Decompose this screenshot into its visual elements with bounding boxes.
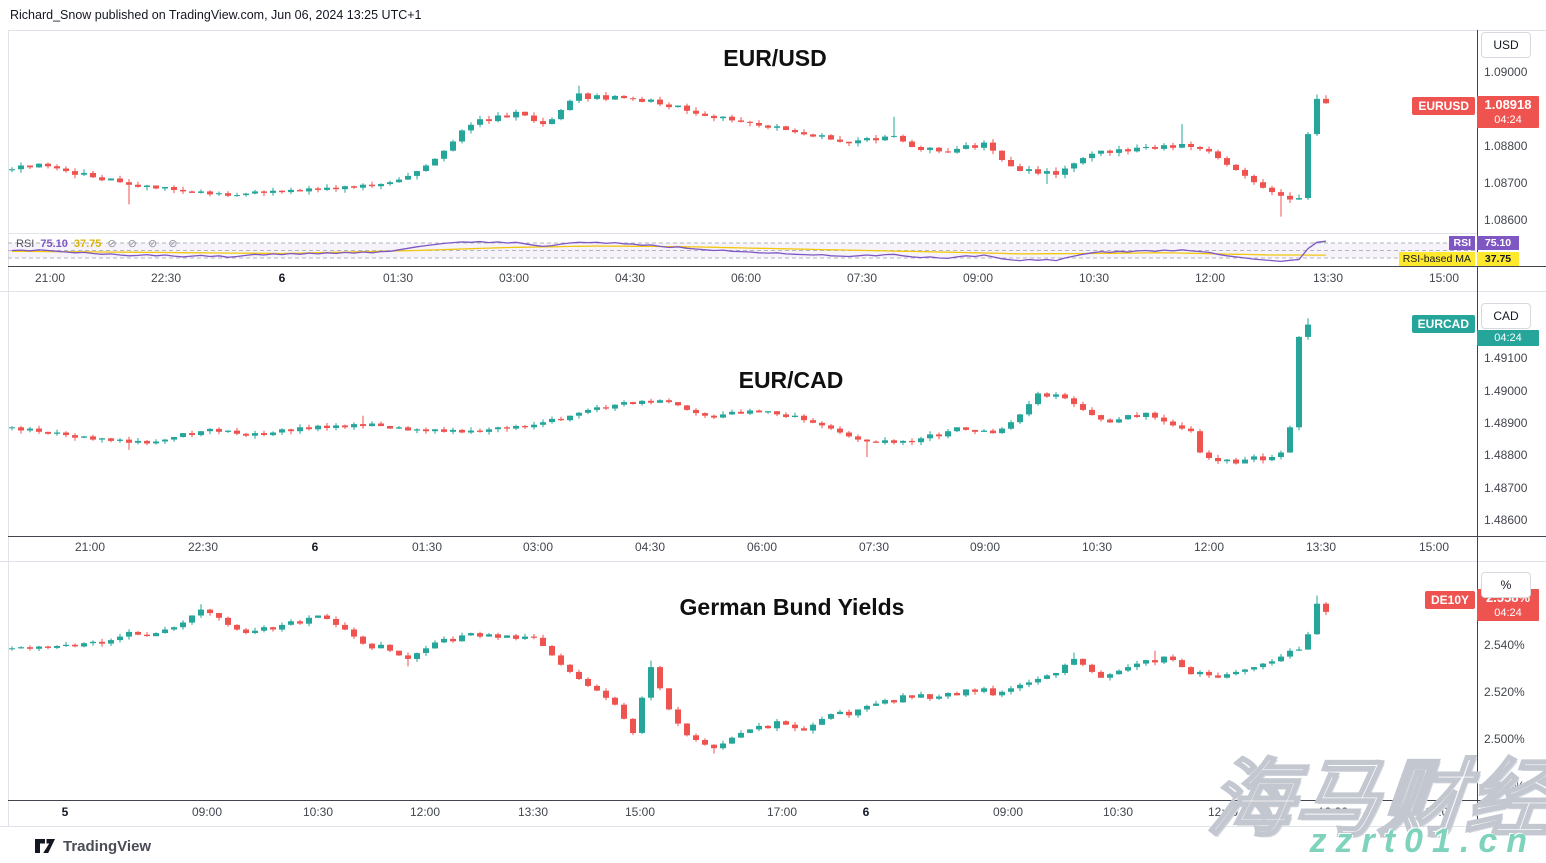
publish-header-text: Richard_Snow published on TradingView.co… — [10, 8, 422, 22]
rsi-indicator-legend: RSI 75.10 37.75 ⊘ ⊘ ⊘ ⊘ — [16, 237, 182, 251]
symbol-badge-eurcad: EURCAD — [1411, 315, 1475, 333]
rsi-indicator-pane[interactable] — [8, 233, 1477, 266]
rsi-ma-axis-value-badge: 37.75 — [1477, 251, 1519, 266]
chart-title-eurusd: EUR/USD — [723, 45, 827, 71]
watermark-site-url: zzrt01.cn — [1309, 822, 1536, 860]
symbol-badge-eurusd: EURUSD — [1412, 97, 1475, 115]
indicator-hidden-icons[interactable]: ⊘ ⊘ ⊘ ⊘ — [107, 238, 182, 250]
unit-label-usd: USD — [1481, 32, 1531, 58]
rsi-legend-value: 75.10 — [40, 237, 68, 250]
tradingview-brand-label: TradingView — [63, 837, 152, 855]
rsi-ma-axis-name-badge: RSI-based MA — [1398, 251, 1475, 266]
last-price-box-eurusd: 1.08918 04:24 — [1477, 96, 1539, 128]
bar-countdown-de10y: 04:24 — [1494, 607, 1522, 619]
rsi-legend-name: RSI — [16, 237, 35, 250]
bar-countdown-eurusd: 04:24 — [1494, 114, 1522, 126]
unit-label-percent: % — [1481, 572, 1531, 598]
unit-label-cad: CAD — [1481, 303, 1531, 329]
rsi-legend-ma-value: 37.75 — [73, 237, 102, 250]
publish-header: Richard_Snow published on TradingView.co… — [10, 0, 422, 30]
tradingview-brand-link[interactable]: TradingView — [34, 836, 151, 856]
price-axis[interactable] — [1477, 30, 1546, 826]
time-axis-eurusd[interactable] — [8, 266, 1477, 291]
eurcad-chart-pane[interactable] — [8, 293, 1477, 536]
last-price-eurusd: 1.08918 — [1484, 97, 1532, 112]
symbol-badge-de10y: DE10Y — [1424, 591, 1475, 609]
time-axis-eurcad[interactable] — [8, 536, 1477, 561]
rsi-axis-value-badge: 75.10 — [1477, 236, 1519, 250]
rsi-axis-name-badge: RSI — [1449, 236, 1475, 250]
bar-countdown-box-eurcad: 04:24 — [1477, 330, 1539, 346]
chart-title-de10y: German Bund Yields — [679, 594, 905, 620]
tradingview-logo-icon — [35, 839, 55, 853]
chart-title-eurcad: EUR/CAD — [738, 367, 844, 393]
